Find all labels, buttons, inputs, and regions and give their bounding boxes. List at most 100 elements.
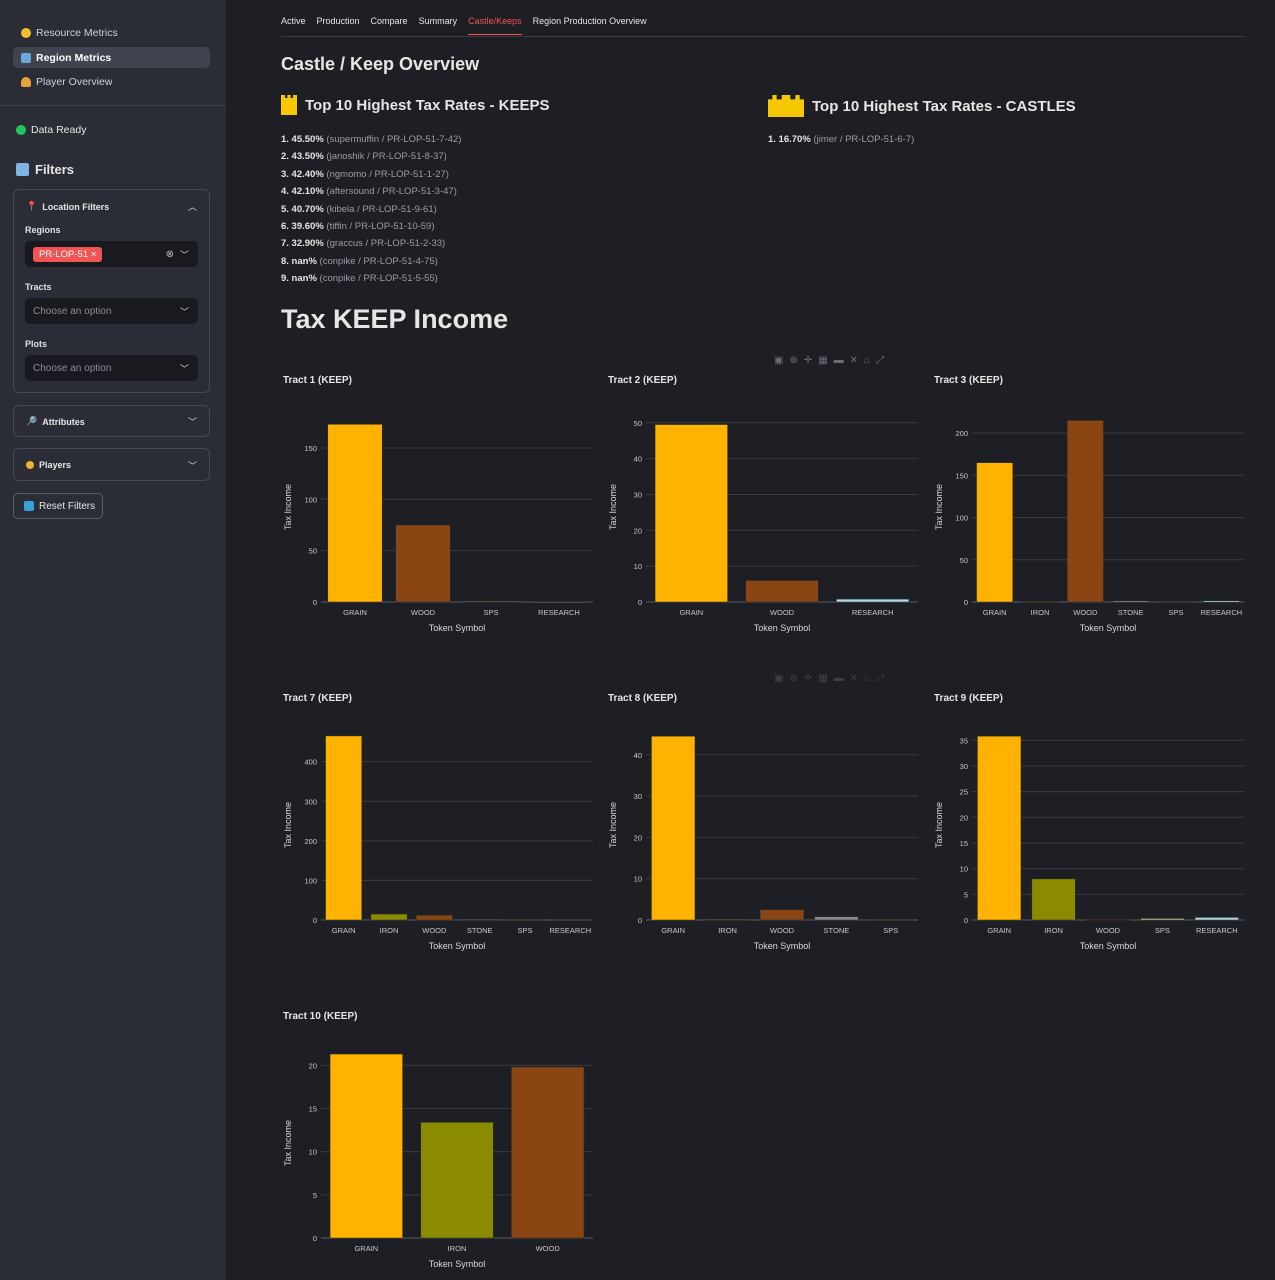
x-tick-label: WOOD — [422, 926, 447, 935]
rank-detail: (janoshik / PR-LOP-51-8-37) — [323, 151, 447, 163]
rank-item: 5. 40.70% (kibela / PR-LOP-51-9-61) — [281, 204, 437, 215]
bar-grain[interactable] — [325, 735, 363, 921]
tab-compare[interactable]: Compare — [370, 16, 408, 26]
bar-research[interactable] — [1194, 917, 1239, 921]
bar-grain[interactable] — [329, 1053, 403, 1239]
x-tick-label: SPS — [483, 608, 498, 617]
players-header[interactable]: Players — [26, 460, 71, 470]
tax-income-chart[interactable]: Tract 8 (KEEP) 0 10 20 30 40 GRAIN IRON WOOD STON… — [606, 690, 926, 960]
attributes-header[interactable]: 🔎 Attributes — [26, 416, 85, 427]
bar-chart-icon — [21, 52, 31, 63]
x-tick-label: SPS — [517, 926, 532, 935]
y-tick-label: 5 — [313, 1191, 317, 1200]
x-axis-label: Token Symbol — [754, 941, 811, 951]
x-tick-label: GRAIN — [661, 926, 685, 935]
bar-research[interactable] — [531, 601, 587, 603]
chevron-down-icon[interactable]: ﹀ — [187, 417, 197, 427]
bar-stone[interactable] — [814, 916, 859, 921]
remove-tag-icon[interactable]: × — [90, 248, 97, 260]
castle-icon — [768, 95, 804, 117]
y-tick-label: 150 — [304, 444, 317, 453]
bar-grain[interactable] — [327, 424, 383, 603]
bar-iron[interactable] — [1021, 601, 1059, 603]
bar-iron[interactable] — [420, 1122, 494, 1239]
plots-select[interactable]: Choose an option ﹀ — [25, 355, 198, 381]
bar-stone[interactable] — [1112, 600, 1150, 603]
bar-research[interactable] — [836, 598, 910, 603]
tab-production[interactable]: Production — [316, 16, 360, 26]
nav-resource-metrics[interactable]: Resource Metrics — [13, 22, 210, 43]
chevron-down-icon[interactable]: ﹀ — [179, 249, 189, 260]
tab-region-production-overview[interactable]: Region Production Overview — [532, 16, 647, 26]
bar-wood[interactable] — [745, 580, 819, 603]
chart-toolbar[interactable]: ▣⊕✛▦▬✕⌂⤢ — [774, 673, 891, 684]
tab-castle-keeps[interactable]: Castle/Keeps — [468, 16, 522, 35]
y-tick-label: 0 — [638, 598, 642, 607]
attributes-expander[interactable]: 🔎 Attributes ﹀ — [13, 405, 210, 437]
y-tick-label: 100 — [955, 514, 968, 523]
tax-income-chart[interactable]: Tract 7 (KEEP) 0 100 200 300 400 GRAIN IRON WOOD… — [281, 690, 601, 960]
nav-player-overview[interactable]: Player Overview — [13, 71, 210, 92]
tab-active[interactable]: Active — [281, 16, 306, 26]
bar-wood[interactable] — [1085, 919, 1131, 921]
location-filters-header[interactable]: 📍 Location Filters — [26, 201, 109, 212]
bar-wood[interactable] — [511, 1066, 585, 1239]
nav-region-metrics[interactable]: Region Metrics — [13, 47, 210, 68]
tax-income-chart[interactable]: Tract 10 (KEEP) 0 5 10 15 20 GRAIN IRON WOOD Toke… — [281, 1008, 601, 1278]
tab-summary[interactable]: Summary — [418, 16, 458, 26]
bar-sps[interactable] — [463, 601, 519, 603]
bar-grain[interactable] — [651, 735, 696, 921]
region-tag[interactable]: PR-LOP-51 × — [33, 246, 103, 262]
chevron-down-icon[interactable]: ﹀ — [179, 363, 189, 374]
chevron-down-icon[interactable]: ﹀ — [187, 461, 197, 471]
tab-bar: Active Production Compare Summary Castle… — [281, 16, 658, 35]
tracts-select[interactable]: Choose an option ﹀ — [25, 298, 198, 324]
tax-income-chart[interactable]: Tract 1 (KEEP) 0 50 100 150 GRAIN WOOD SPS RESEA… — [281, 372, 601, 642]
rank-detail: (conpike / PR-LOP-51-4-75) — [316, 255, 438, 267]
bar-research[interactable] — [551, 919, 589, 921]
chart-toolbar[interactable]: ▣⊕✛▦▬✕⌂⤢ — [774, 355, 891, 366]
chevron-down-icon[interactable]: ﹀ — [179, 306, 189, 317]
bar-wood[interactable] — [415, 915, 453, 921]
x-tick-label: IRON — [1031, 608, 1050, 617]
regions-multiselect[interactable]: PR-LOP-51 × ⊗ ﹀ — [25, 241, 198, 267]
reset-filters-button[interactable]: Reset Filters — [13, 493, 103, 519]
x-tick-label: WOOD — [770, 926, 795, 935]
y-tick-label: 20 — [309, 1061, 317, 1070]
y-tick-label: 0 — [964, 916, 968, 925]
bar-sps[interactable] — [1140, 918, 1185, 921]
bar-research[interactable] — [1202, 600, 1240, 603]
bar-wood[interactable] — [759, 909, 805, 921]
clear-icon[interactable]: ⊗ — [165, 248, 174, 260]
bar-iron[interactable] — [1031, 878, 1076, 921]
y-tick-label: 15 — [960, 839, 968, 848]
tax-income-chart[interactable]: Tract 2 (KEEP) 0 10 20 30 40 50 GRAIN WOOD RESEAR… — [606, 372, 926, 642]
players-expander[interactable]: Players ﹀ — [13, 448, 210, 481]
y-tick-label: 10 — [960, 865, 968, 874]
bar-grain[interactable] — [977, 735, 1022, 921]
players-label: Players — [39, 460, 72, 470]
x-tick-label: SPS — [883, 926, 898, 935]
y-tick-label: 300 — [304, 797, 317, 806]
bar-grain[interactable] — [976, 462, 1014, 603]
x-axis-label: Token Symbol — [429, 1259, 486, 1269]
rank-rate: 4. 42.10% — [281, 186, 324, 198]
chevron-up-icon[interactable]: ︿ — [187, 202, 197, 212]
x-tick-label: STONE — [824, 926, 850, 935]
bar-stone[interactable] — [461, 918, 499, 921]
chart-title: Tract 10 (KEEP) — [283, 1011, 357, 1022]
bar-wood[interactable] — [1066, 420, 1104, 603]
filters-heading: Filters — [16, 162, 74, 177]
bar-sps[interactable] — [1157, 601, 1195, 603]
bar-grain[interactable] — [654, 424, 728, 603]
y-tick-label: 0 — [313, 1234, 317, 1243]
bar-sps[interactable] — [868, 919, 913, 921]
bar-iron[interactable] — [705, 918, 750, 921]
bar-iron[interactable] — [370, 913, 408, 921]
bar-sps[interactable] — [506, 919, 544, 921]
bar-wood[interactable] — [395, 524, 451, 603]
regions-label: Regions — [25, 225, 61, 235]
x-axis-label: Token Symbol — [1080, 941, 1137, 951]
tax-income-chart[interactable]: Tract 3 (KEEP) 0 50 100 150 200 GRAIN IRON WOOD S… — [932, 372, 1252, 642]
tax-income-chart[interactable]: Tract 9 (KEEP) 0 5 10 15 20 25 30 35 GRAIN IRON WOO… — [932, 690, 1252, 960]
